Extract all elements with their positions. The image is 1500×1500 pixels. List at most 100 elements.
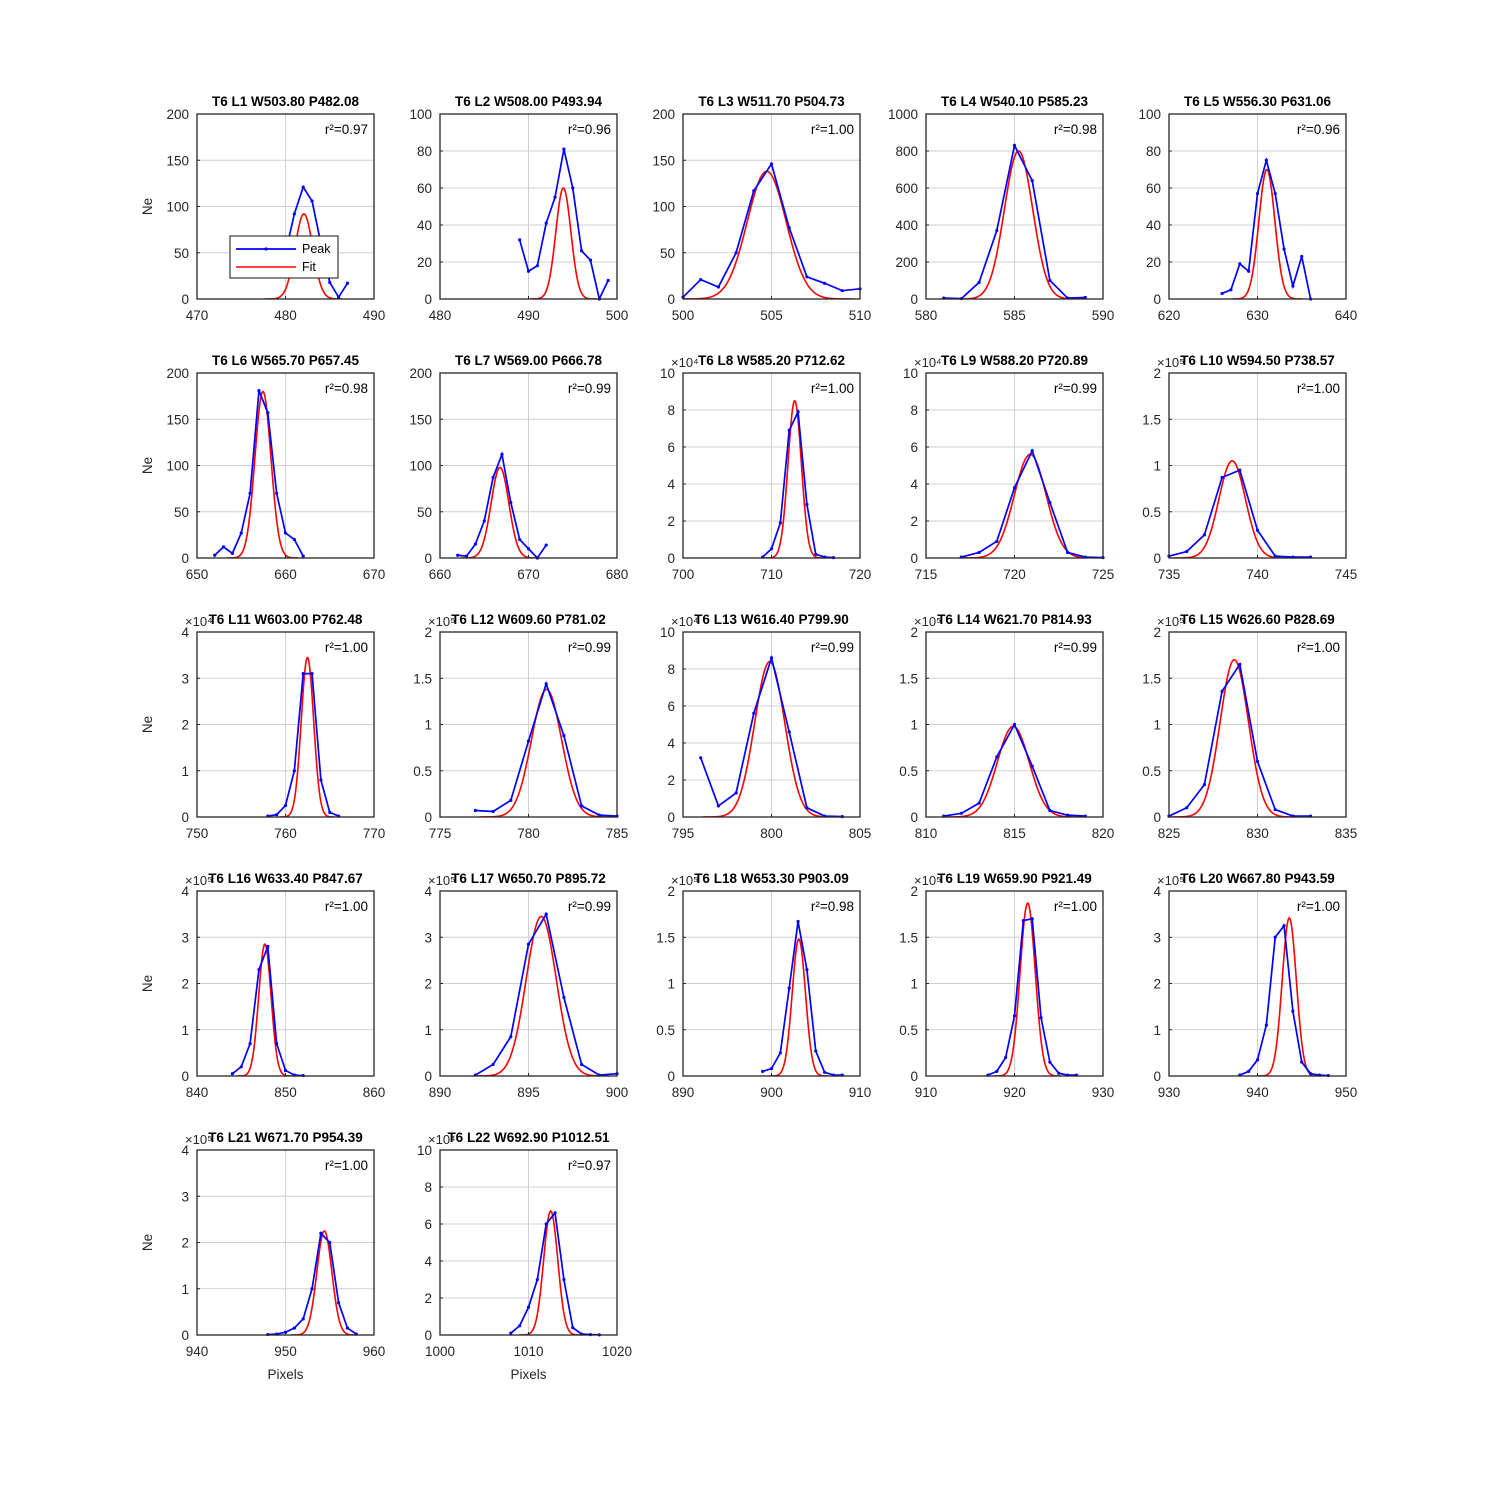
fit-curve <box>955 150 1082 299</box>
x-tick-label: 580 <box>915 308 938 323</box>
fit-curve <box>460 466 540 558</box>
fit-curve <box>1172 460 1292 558</box>
peak-point <box>1238 468 1242 472</box>
r-squared-label: r²=1.00 <box>325 1158 368 1173</box>
x-tick-label: 890 <box>672 1085 695 1100</box>
x-tick-label: 640 <box>1335 308 1358 323</box>
subplot-7: 660 670 680 0 50 100 150 200 T6 L7 W569.00 P666.… <box>409 353 628 582</box>
peak-point <box>509 1331 513 1335</box>
peak-point <box>553 195 557 199</box>
y-tick-label: 200 <box>895 255 918 270</box>
legend-peak-marker <box>264 247 268 251</box>
x-tick-label: 810 <box>915 826 938 841</box>
y-tick-label: 0 <box>1153 1069 1161 1084</box>
r-squared-label: r²=0.97 <box>325 122 368 137</box>
y-tick-label: 0 <box>910 1069 918 1084</box>
y-exponent: ×10⁵ <box>1157 614 1184 629</box>
peak-point <box>1012 486 1017 490</box>
peak-point <box>345 1326 350 1330</box>
x-tick-label: 745 <box>1335 567 1358 582</box>
peak-point <box>1039 1016 1043 1020</box>
peak-point <box>1291 1009 1295 1013</box>
peak-point <box>1021 919 1025 923</box>
peak-point <box>787 986 791 990</box>
peak-point <box>977 280 981 284</box>
y-tick-label: 1.5 <box>899 671 918 686</box>
x-tick-label: 835 <box>1335 826 1358 841</box>
peak-point <box>1255 191 1260 196</box>
peak-point <box>1255 1058 1260 1062</box>
x-tick-label: 800 <box>760 826 783 841</box>
x-tick-label: 900 <box>606 1085 629 1100</box>
y-tick-label: 0 <box>1153 551 1161 566</box>
peak-point <box>716 804 721 808</box>
peak-point <box>239 531 243 535</box>
peak-point <box>734 251 738 255</box>
r-squared-label: r²=0.96 <box>568 122 611 137</box>
subplot-title: T6 L22 W692.90 P1012.51 <box>447 1130 610 1145</box>
peak-point <box>283 1068 288 1073</box>
x-tick-label: 725 <box>1092 567 1115 582</box>
peak-point <box>310 672 314 676</box>
x-axis-label: Pixels <box>510 1367 546 1382</box>
peak-point <box>535 1277 539 1282</box>
y-tick-label: 150 <box>166 153 189 168</box>
peak-point <box>1083 295 1087 300</box>
peak-point <box>823 281 827 285</box>
peak-point <box>571 186 575 190</box>
subplot-6: 650 660 670 0 50 100 150 200 T6 L6 W565.70 P657.… <box>140 353 385 582</box>
y-tick-label: 3 <box>424 930 432 945</box>
y-exponent: ×10⁵ <box>428 614 455 629</box>
y-tick-label: 200 <box>652 107 675 122</box>
peak-point <box>301 185 305 189</box>
fit-curve <box>279 656 335 817</box>
y-tick-label: 200 <box>166 107 189 122</box>
legend: Peak Fit <box>229 235 339 279</box>
r-squared-label: r²=0.99 <box>811 640 854 655</box>
peak-point <box>1238 662 1242 666</box>
peak-point <box>1048 500 1052 505</box>
y-tick-label: 0 <box>424 1328 432 1343</box>
peak-point <box>778 521 782 525</box>
subplot-2: 480 490 500 0 20 40 60 80 100 T6 L2 W508.00 P493.… <box>409 94 628 323</box>
x-tick-label: 700 <box>672 567 695 582</box>
x-tick-label: 895 <box>517 1085 540 1100</box>
y-tick-label: 10 <box>417 1143 432 1158</box>
y-tick-label: 4 <box>424 884 432 899</box>
peak-point <box>1030 917 1034 921</box>
x-tick-label: 795 <box>672 826 695 841</box>
y-tick-label: 0.5 <box>899 764 918 779</box>
peak-point <box>571 1326 575 1330</box>
peak-point <box>995 1069 999 1073</box>
y-tick-label: 600 <box>895 181 918 196</box>
y-tick-label: 2 <box>181 1236 189 1251</box>
y-tick-label: 0 <box>181 1328 189 1343</box>
y-tick-label: 400 <box>895 218 918 233</box>
peak-point <box>1220 475 1224 480</box>
x-tick-label: 480 <box>274 308 297 323</box>
x-tick-label: 490 <box>363 308 386 323</box>
y-tick-label: 4 <box>910 477 918 492</box>
subplot-title: T6 L2 W508.00 P493.94 <box>455 94 603 109</box>
x-tick-label: 660 <box>274 567 297 582</box>
r-squared-label: r²=1.00 <box>1054 899 1097 914</box>
y-tick-label: 8 <box>667 662 675 677</box>
peak-point <box>553 1211 557 1215</box>
peak-point <box>526 269 531 273</box>
peak-point <box>580 1062 584 1067</box>
subplot-title: T6 L17 W650.70 P895.72 <box>451 871 606 886</box>
y-tick-label: 0 <box>667 551 675 566</box>
x-tick-label: 720 <box>1003 567 1026 582</box>
x-tick-label: 750 <box>186 826 209 841</box>
y-axis-label: Ne <box>140 457 155 474</box>
peak-point <box>1066 813 1070 817</box>
x-tick-label: 760 <box>274 826 297 841</box>
peak-point <box>1066 550 1070 555</box>
peak-point <box>464 554 469 558</box>
peak-point <box>544 221 548 225</box>
